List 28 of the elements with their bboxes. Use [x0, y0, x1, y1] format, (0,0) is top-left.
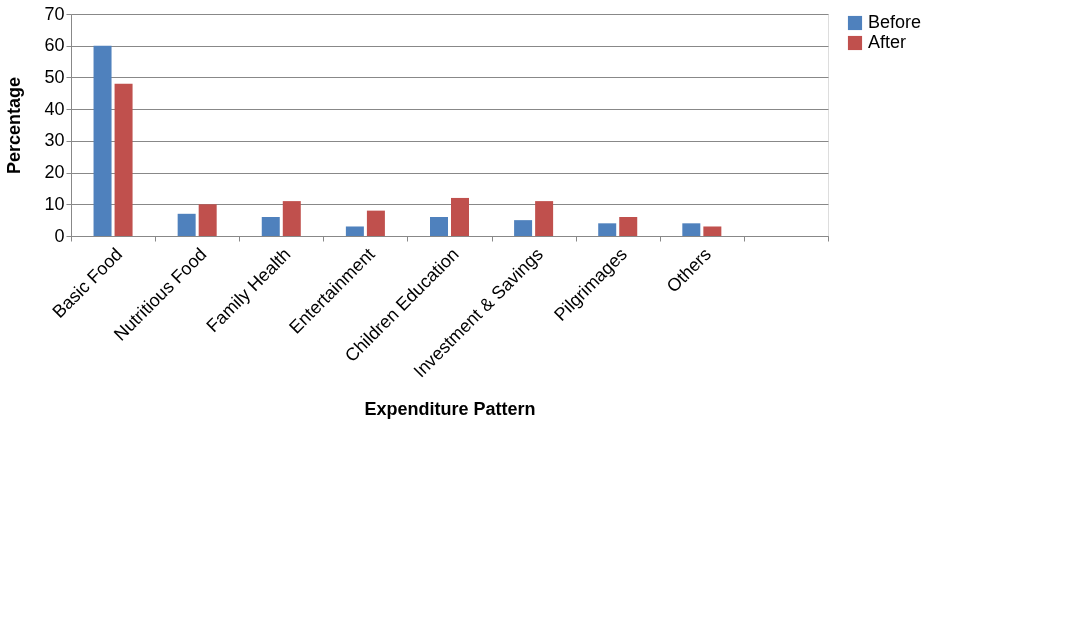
bar: [282, 201, 301, 236]
bar: [703, 226, 722, 236]
legend-label: Before: [868, 12, 922, 32]
legend-label: After: [868, 32, 907, 52]
bar: [177, 213, 196, 236]
y-tick-label: 10: [44, 193, 65, 214]
y-tick-label: 70: [44, 3, 65, 24]
bar: [535, 201, 554, 236]
y-tick-label: 50: [44, 66, 65, 87]
bar: [451, 197, 470, 236]
bar: [366, 210, 385, 236]
y-axis-title: Percentage: [4, 76, 25, 175]
y-tick-label: 60: [44, 35, 65, 56]
bar: [198, 204, 217, 236]
bar: [619, 216, 638, 236]
bar: [114, 83, 133, 236]
y-tick-label: 20: [44, 162, 65, 183]
bar: [682, 223, 701, 236]
y-tick-label: 0: [54, 225, 65, 246]
bar: [598, 223, 617, 236]
bar: [514, 220, 533, 236]
x-axis-title: Expenditure Pattern: [364, 399, 536, 420]
y-tick-label: 40: [44, 98, 65, 119]
bar: [429, 216, 448, 236]
bar: [261, 216, 280, 236]
bar: [93, 45, 112, 236]
bar: [345, 226, 364, 236]
y-tick-label: 30: [44, 130, 65, 151]
